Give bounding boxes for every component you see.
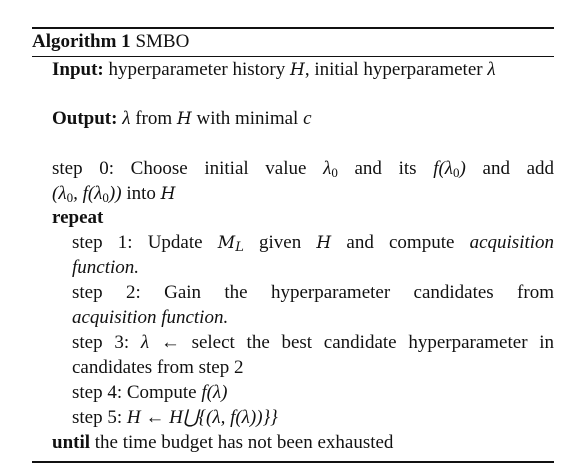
algorithm-number: Algorithm 1 [32,31,131,52]
algorithm-name: SMBO [135,31,190,52]
input-line: Input: hyperparameter history H, initial… [52,58,496,82]
f-lambda0: f(λ0) [433,158,466,180]
step0-prefix: step 0: Choose initial value [52,158,307,179]
output-label: Output: [52,108,118,129]
output-line: Output: λ from H with minimal c [52,107,312,131]
algorithm-caption: Algorithm 1 SMBO [32,30,189,54]
step0-into: into [126,183,156,204]
history-symbol: H [176,109,192,129]
history-symbol: H [316,233,332,253]
bottom-rule [32,461,554,463]
step3-line1: step 3: λ ← select the best candidate hy… [72,331,554,355]
step1-line2: function. [72,257,140,278]
step3-line2: candidates from step 2 [72,357,244,378]
step1-given: given [259,232,302,253]
step0-suffix: and add [482,158,555,179]
step1-prefix: step 1: Update [72,232,203,253]
step2-line2: acquisition function. [72,307,229,328]
left-arrow-icon: ← [160,332,180,353]
step1-line1: step 1: Update ML given H and compute ac… [72,231,554,260]
top-rule [32,27,554,29]
input-label: Input: [52,59,104,80]
step4-line: step 4: Compute f(λ) [72,381,227,405]
step5-line: step 5: H ← H⋃{(λ, f(λ))}} [72,406,278,430]
acquisition-word: acquisition [469,232,555,253]
model-symbol: ML [217,233,244,255]
until-text: the time budget has not been exhausted [94,432,394,453]
lambda-symbol: λ [487,59,496,80]
output-text-1: from [135,108,173,129]
history-symbol: H [160,184,176,204]
step4-prefix: step 4: Compute [72,382,197,403]
until-line: until the time budget has not been exhau… [52,431,393,455]
step0-mid: and its [354,158,417,179]
step0-line2: (λ0, f(λ0)) into H [52,182,175,210]
until-keyword: until [52,432,91,453]
step2-line1: step 2: Gain the hyperparameter candidat… [72,282,554,303]
step3-prefix: step 3: [72,332,130,353]
cost-symbol: c [303,108,312,129]
input-text-2: , initial hyperparameter [304,59,483,80]
step3-text: select the best candidate hyperparameter… [191,332,555,353]
step5-prefix: step 5: [72,407,123,428]
lambda-symbol: λ [122,108,131,129]
repeat-keyword: repeat [52,207,104,228]
output-text-2: with minimal [196,108,299,129]
input-text-1: hyperparameter history [108,59,286,80]
step0-line1: step 0: Choose initial value λ0 and its … [52,157,554,185]
f-lambda: f(λ) [201,382,228,403]
lambda0: λ0 [323,158,338,180]
update-expression: H ← H⋃{(λ, f(λ))}} [126,407,278,428]
history-symbol: H [289,60,305,80]
lambda0-pair: (λ0, f(λ0)) [52,183,122,205]
step1-suffix: and compute [346,232,455,253]
caption-rule [32,56,554,57]
lambda-symbol: λ [140,332,150,353]
